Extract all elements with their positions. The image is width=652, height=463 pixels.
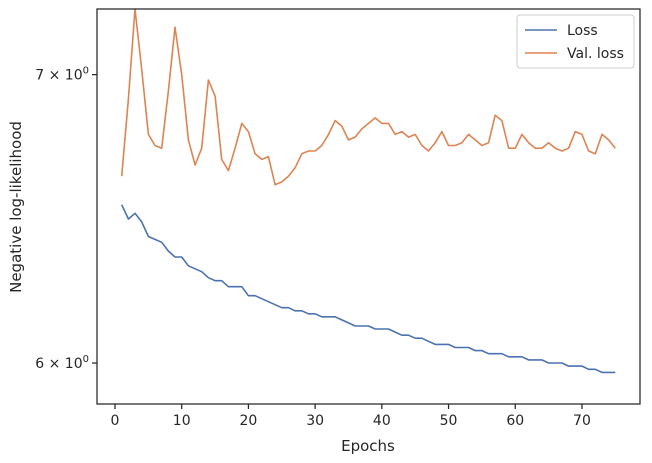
x-axis-ticks: 0 10 20 30 40 50 60 70 <box>111 404 591 429</box>
plot-frame <box>96 8 641 405</box>
x-tick-label: 40 <box>373 413 391 429</box>
series-line-loss <box>120 204 616 374</box>
x-tick-label: 20 <box>240 413 258 429</box>
x-tick-label: 10 <box>173 413 191 429</box>
series-lines <box>120 8 616 374</box>
x-tick-label: 60 <box>506 413 524 429</box>
legend-label-loss: Loss <box>567 23 598 39</box>
x-axis-label: Epochs <box>341 437 395 455</box>
x-tick-label: 0 <box>111 413 120 429</box>
plot-area-background <box>97 9 640 404</box>
x-tick-label: 70 <box>573 413 591 429</box>
y-tick-label: 7 × 100 <box>35 66 89 84</box>
legend-label-val-loss: Val. loss <box>567 46 624 62</box>
x-tick-label: 50 <box>440 413 458 429</box>
y-tick-label: 6 × 100 <box>35 354 89 372</box>
y-axis-label: Negative log-likelihood <box>7 121 25 293</box>
x-tick-label: 30 <box>306 413 324 429</box>
legend: Loss Val. loss <box>516 14 635 69</box>
series-line-val-loss <box>120 8 616 186</box>
legend-box <box>516 14 635 69</box>
y-axis-ticks: 6 × 100 7 × 100 <box>35 66 97 372</box>
